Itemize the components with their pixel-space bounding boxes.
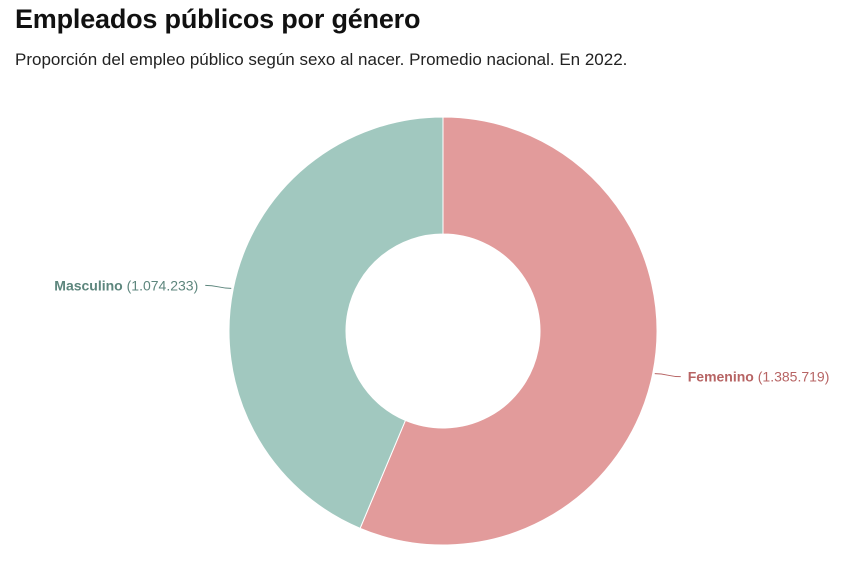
slice-masculino	[228, 116, 444, 529]
slice-label-name: Masculino	[54, 277, 122, 293]
chart-subtitle: Proporción del empleo público según sexo…	[15, 50, 628, 69]
slice-label-masculino: Masculino (1.074.233)	[54, 277, 198, 293]
slice-label-value: (1.385.719)	[754, 369, 830, 385]
slice-label-value: (1.074.233)	[123, 277, 199, 293]
leader-line-femenino	[654, 373, 681, 378]
slice-femenino	[359, 116, 658, 546]
slices-group	[228, 116, 658, 546]
leader-line-masculino	[205, 284, 232, 289]
chart-title: Empleados públicos por género	[15, 4, 421, 34]
slice-label-name: Femenino	[688, 369, 754, 385]
labels-group: Femenino (1.385.719) Masculino (1.074.233…	[54, 277, 829, 384]
slice-label-femenino: Femenino (1.385.719)	[688, 369, 830, 385]
